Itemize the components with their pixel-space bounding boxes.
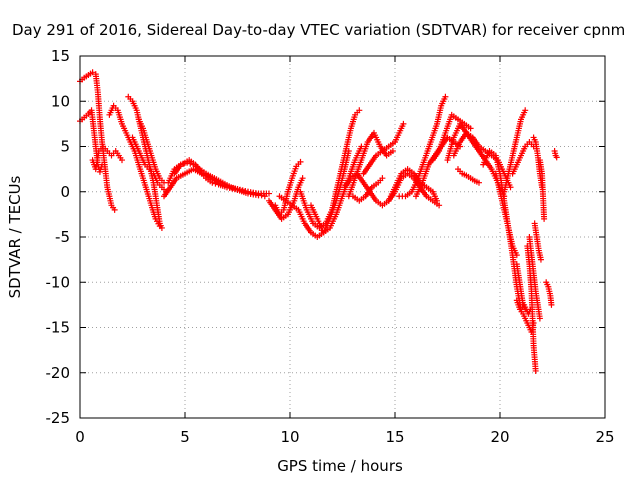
series-markers (450, 129, 514, 191)
y-tick-label: -25 (46, 409, 71, 427)
series-arc-17 (345, 129, 396, 200)
series-markers (543, 279, 555, 308)
series-arc-07 (135, 116, 167, 186)
y-tick-label: -15 (46, 319, 71, 337)
series-arc-30 (509, 138, 537, 177)
series-arc-21 (396, 93, 449, 200)
y-tick-label: -20 (46, 364, 71, 382)
x-tick-label: 15 (385, 428, 404, 446)
x-tick-label: 0 (75, 428, 85, 446)
series-markers (89, 143, 125, 173)
x-tick-label: 5 (180, 428, 190, 446)
x-axis-label: GPS time / hours (277, 457, 403, 475)
series-arc-10 (171, 159, 272, 197)
plot-frame (79, 55, 606, 419)
series-arc-39 (551, 148, 560, 161)
chart-title: Day 291 of 2016, Sidereal Day-to-day VTE… (12, 21, 625, 39)
series-arc-14 (297, 107, 363, 231)
series-markers (455, 166, 482, 186)
data-points (77, 69, 560, 374)
series-arc-06 (129, 134, 170, 195)
x-tick-label: 20 (490, 428, 509, 446)
series-arc-25 (450, 129, 514, 191)
grid (80, 56, 605, 418)
series-arc-33 (524, 243, 539, 374)
y-tick-label: -10 (46, 273, 71, 291)
y-tick-label: 10 (51, 92, 70, 110)
x-tick-label: 25 (595, 428, 614, 446)
y-tick-label: 0 (60, 183, 70, 201)
series-arc-03 (89, 143, 125, 173)
series-arc-38 (543, 279, 555, 308)
series-arc-40 (513, 261, 529, 313)
tick-labels: 0 5 10 15 20 25 -25 -20 -15 -10 -5 0 5 10 15 (46, 47, 615, 446)
series-markers (531, 220, 544, 263)
series-arc-36 (531, 220, 544, 263)
series-arc-23 (429, 111, 474, 164)
series-arc-34 (526, 234, 543, 322)
y-axis-label: SDTVAR / TECUs (6, 175, 24, 298)
series-arc-37 (536, 157, 548, 222)
series-markers (536, 157, 548, 222)
y-tick-label: -5 (55, 228, 70, 246)
series-arc-26 (455, 166, 482, 186)
x-tick-label: 10 (280, 428, 299, 446)
series-arc-29 (501, 107, 529, 195)
series-arc-18 (360, 120, 407, 177)
series-markers (551, 148, 560, 161)
y-tick-label: 5 (60, 138, 70, 156)
series-markers (171, 159, 272, 197)
y-tick-label: 15 (51, 47, 70, 65)
series-arc-04 (106, 102, 163, 230)
series-arc-19 (350, 175, 386, 204)
